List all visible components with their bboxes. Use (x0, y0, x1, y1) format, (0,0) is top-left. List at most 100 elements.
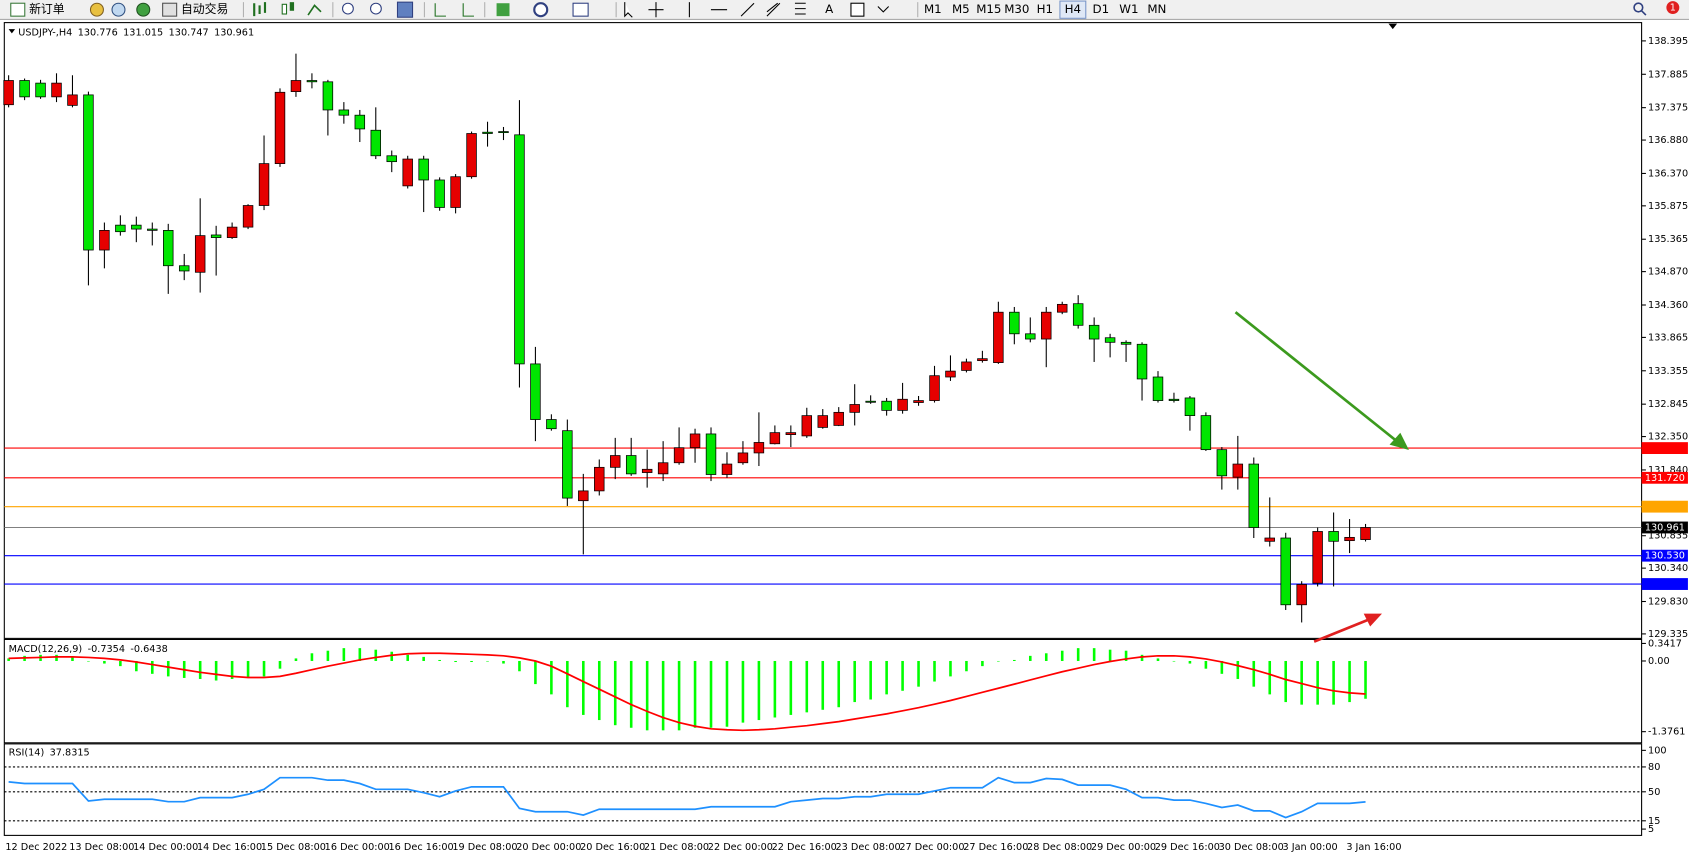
crosshair-icon[interactable] (648, 2, 664, 18)
candle-body (769, 432, 781, 445)
zoom-out-icon[interactable] (370, 2, 382, 15)
active-timeframe (1059, 0, 1087, 19)
candle-chart-icon[interactable] (281, 3, 288, 15)
trendline-icon[interactable] (740, 2, 755, 17)
toolbar-bg (0, 0, 1689, 20)
y-tick-label: 15 (1648, 816, 1660, 827)
trend-arrowhead (1363, 613, 1383, 627)
trend-arrow[interactable] (1313, 617, 1371, 643)
y-tick-label: 136.370 (1648, 168, 1688, 179)
search-icon[interactable] (1633, 2, 1644, 13)
macd-bar (613, 660, 617, 726)
scroll-icon[interactable] (434, 3, 446, 17)
macd-bar (1076, 648, 1080, 661)
candle-body (897, 398, 908, 411)
macd-bar (901, 660, 904, 691)
candle-body (163, 230, 174, 267)
candle-body (51, 82, 62, 98)
trend-arrow[interactable] (1234, 311, 1398, 443)
candle-body (147, 228, 158, 231)
fibo-icon[interactable] (794, 2, 806, 15)
tile-icon[interactable] (396, 1, 414, 18)
candle-body (115, 224, 126, 233)
candle-body (785, 432, 797, 435)
chart-shift-marker[interactable] (1388, 23, 1398, 30)
label-tool[interactable] (850, 2, 865, 17)
timeframe-button[interactable]: M5 (952, 2, 970, 16)
toolbar-icon[interactable] (89, 2, 104, 17)
y-tick-label: 131.840 (1648, 465, 1688, 476)
macd-bar (1060, 650, 1064, 661)
timeframe-button[interactable]: MN (1147, 2, 1166, 16)
x-tick-label: 12 Dec 2022 (5, 842, 67, 853)
y-tick-label: 129.830 (1648, 597, 1688, 608)
candle-body (322, 81, 334, 111)
cursor-icon[interactable] (624, 2, 633, 18)
candle-body (306, 80, 318, 83)
macd-bar (597, 660, 601, 721)
macd-bar (438, 659, 441, 661)
candle-body (801, 415, 813, 437)
candle-body (1280, 537, 1291, 606)
candle-body (705, 433, 717, 475)
channel-icon[interactable] (766, 2, 781, 17)
toolbar-icon[interactable] (111, 2, 126, 17)
candle-body (402, 158, 413, 187)
auto-trading-icon[interactable] (162, 2, 178, 17)
macd-bar (645, 660, 649, 731)
macd-bar (1156, 658, 1160, 661)
search-icon (1641, 10, 1647, 16)
macd-bar (981, 660, 984, 667)
macd-bar (119, 660, 122, 667)
candle-body (1072, 303, 1084, 326)
candle-body (226, 226, 238, 238)
candle-body (1056, 303, 1068, 313)
candle-body (3, 80, 14, 106)
x-tick-label: 16 Dec 00:00 (325, 842, 390, 853)
timeframe-button[interactable]: W1 (1119, 2, 1138, 16)
y-tick-label: 133.355 (1648, 366, 1688, 377)
macd-bar (933, 660, 936, 682)
macd-bar (582, 660, 585, 715)
auto-trading-button[interactable]: 自动交易 (181, 2, 228, 16)
text-tool[interactable]: A (825, 2, 833, 16)
macd-bar (661, 660, 665, 731)
timeframe-button[interactable]: D1 (1093, 2, 1110, 16)
line-chart-icon[interactable] (307, 4, 322, 16)
timeframe-button[interactable]: H4 (1065, 2, 1081, 16)
new-order-icon[interactable] (10, 2, 26, 17)
candle-body (610, 455, 621, 468)
macd-bar (566, 660, 569, 708)
macd-bar (422, 656, 425, 661)
bar-chart-icon[interactable] (253, 2, 267, 17)
macd-bar (725, 660, 729, 727)
x-tick-label: 15 Dec 08:00 (261, 842, 326, 853)
candle-body (945, 370, 956, 378)
x-tick-label: 14 Dec 16:00 (197, 842, 262, 853)
candle-chart-icon[interactable] (289, 2, 295, 11)
indicators-icon[interactable] (496, 3, 510, 17)
zoom-in-icon[interactable] (342, 2, 354, 15)
toolbar-icon[interactable] (136, 2, 151, 17)
timeframe-button[interactable]: M1 (924, 2, 942, 16)
timeframe-button[interactable]: M15 (976, 2, 1001, 16)
new-order-button[interactable]: 新订单 (29, 2, 65, 16)
timeframe-button[interactable]: M30 (1004, 2, 1029, 16)
candle-body (817, 415, 828, 428)
alerts-badge[interactable] (1666, 1, 1680, 14)
x-tick-label: 20 Dec 16:00 (580, 842, 645, 853)
macd-bar (1252, 660, 1256, 687)
templates-icon[interactable] (572, 2, 589, 17)
macd-bar (1044, 653, 1048, 661)
macd-bar (837, 660, 841, 708)
macd-bar (150, 660, 154, 674)
candle-body (258, 163, 270, 206)
candle-body (1009, 311, 1020, 335)
periods-icon[interactable] (533, 2, 549, 18)
shift-icon[interactable] (462, 3, 474, 17)
rsi-panel-frame (3, 743, 1643, 836)
timeframe-button[interactable]: H1 (1037, 2, 1053, 16)
y-tick-label: -1.3761 (1648, 727, 1685, 738)
arrows-tool[interactable] (877, 6, 890, 13)
